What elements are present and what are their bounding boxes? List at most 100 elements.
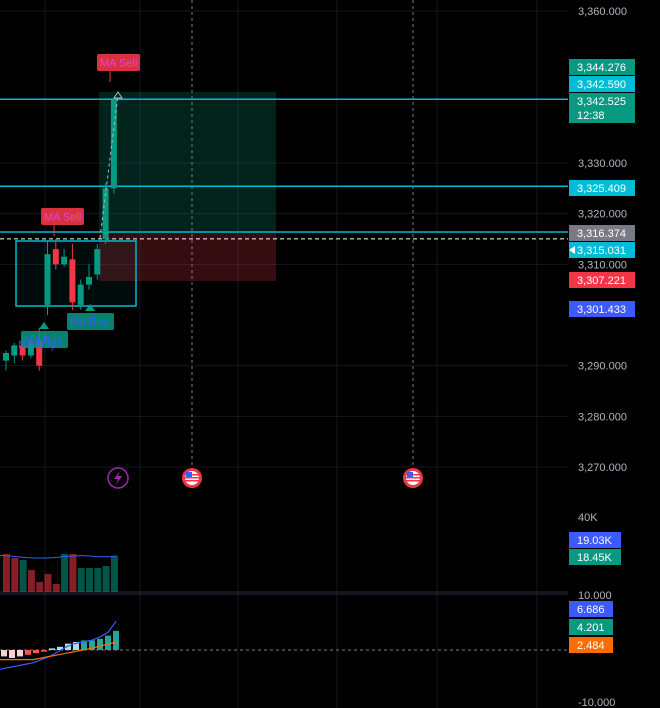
badge-bg xyxy=(569,180,635,196)
badge-label: 3,325.409 xyxy=(577,183,626,195)
candle-0 xyxy=(3,350,9,371)
badge-bg xyxy=(569,301,635,317)
candle-body xyxy=(94,249,101,275)
candles xyxy=(3,97,117,371)
candle-body xyxy=(19,345,26,356)
flag-canton xyxy=(186,472,192,477)
macd-hist-10 xyxy=(81,640,87,650)
macd-tick-top: 10.000 xyxy=(578,590,612,602)
candle-body xyxy=(11,345,18,356)
position-zones xyxy=(15,92,276,307)
volume-badge-0: 19.03K xyxy=(569,532,621,548)
candle-body xyxy=(102,188,109,239)
signal-label: MA Buy xyxy=(24,335,62,347)
badge-label: 6.686 xyxy=(577,604,605,616)
volume-bar-0 xyxy=(3,554,10,592)
price-badge-0: 3,344.276 xyxy=(569,59,635,75)
flag-stripe xyxy=(185,477,199,479)
badge-bg xyxy=(569,225,635,241)
badge-label: 3,342.590 xyxy=(577,79,626,91)
badge-label: 2.484 xyxy=(577,640,605,652)
badge-bg xyxy=(569,637,613,653)
volume-bar-10 xyxy=(86,568,93,592)
lightning-icon xyxy=(107,467,129,489)
volume-bar-6 xyxy=(52,584,60,592)
price-tick-6: 3,270.000 xyxy=(578,462,627,474)
badge-bg xyxy=(569,272,635,288)
volume-bar-7 xyxy=(61,554,69,592)
macd-hist-11 xyxy=(89,640,95,650)
flag-stripe xyxy=(406,477,420,479)
candle-body xyxy=(86,277,92,285)
flag-stripe xyxy=(185,480,199,482)
signal-arrow xyxy=(39,322,49,329)
volume-bar-2 xyxy=(19,560,27,592)
range-box xyxy=(15,240,137,307)
badge-label: 3,301.433 xyxy=(577,304,626,316)
flag-stripe xyxy=(406,480,420,482)
badge-label: 3,342.525 xyxy=(577,96,626,108)
signal-label: MA Buy xyxy=(18,339,56,351)
horizontal-lines xyxy=(0,98,568,240)
signal-marker xyxy=(113,91,123,99)
badge-bg xyxy=(569,59,635,75)
candle-body xyxy=(69,259,76,303)
badge-bg xyxy=(569,532,621,548)
macd-hist-12 xyxy=(97,638,103,650)
badge-label: 3,307.221 xyxy=(577,275,626,287)
macd-badge-2: 2.484 xyxy=(569,637,613,653)
buy-signal-3: MA Buy xyxy=(21,322,68,348)
candle-body xyxy=(61,256,68,265)
candle-9 xyxy=(77,279,84,310)
price-axis[interactable]: 3,360.000 3,330.000 3,320.000 3,310.000 3,29… xyxy=(569,6,635,708)
candle-6 xyxy=(52,239,59,270)
volume-bar-9 xyxy=(77,568,85,592)
price-tick-0: 3,360.000 xyxy=(578,6,627,18)
candle-body xyxy=(36,340,43,366)
event-markers[interactable] xyxy=(107,0,423,489)
signal-bg xyxy=(67,313,114,330)
sell-signal-1: MA Sell xyxy=(41,208,84,236)
badge-sublabel: 12:38 xyxy=(577,110,605,122)
macd-hist-14 xyxy=(113,630,119,650)
volume-bar-11 xyxy=(94,568,102,592)
macd-badge-1: 4.201 xyxy=(569,619,613,635)
profit-zone xyxy=(99,92,276,234)
macd-hist-3 xyxy=(25,650,31,655)
signal-bg xyxy=(41,208,84,225)
price-tick-1: 3,330.000 xyxy=(578,158,627,170)
volume-bar-1 xyxy=(11,558,19,592)
volume-tick: 40K xyxy=(578,512,598,524)
grid xyxy=(0,0,568,708)
macd-hist-13 xyxy=(105,635,111,650)
signal-label: MA Sell xyxy=(100,58,137,70)
price-badge-5: 3,315.031 xyxy=(569,242,635,258)
current-price-arrow xyxy=(569,246,575,254)
macd-badge-0: 6.686 xyxy=(569,601,613,617)
badge-bg xyxy=(569,619,613,635)
badge-label: 19.03K xyxy=(577,535,613,547)
macd-hist-2 xyxy=(17,650,23,657)
badge-bg xyxy=(569,93,635,123)
candle-body xyxy=(44,254,51,305)
price-badge-7: 3,301.433 xyxy=(569,301,635,317)
macd-hist-1 xyxy=(9,650,15,658)
signal-connector xyxy=(99,94,119,239)
buy-signal-2: MA Buy xyxy=(67,304,114,330)
volume-bar-3 xyxy=(27,570,35,592)
macd-hist-9 xyxy=(73,642,79,650)
badge-label: 3,316.374 xyxy=(577,228,626,240)
sell-signal-0: MA Sell xyxy=(97,54,140,82)
candle-body xyxy=(3,353,9,361)
volume-bar-8 xyxy=(69,554,77,592)
macd-tick-bottom: -10.000 xyxy=(578,697,615,708)
candle-5 xyxy=(44,241,51,315)
flag-canton xyxy=(407,472,413,477)
price-badge-4: 3,316.374 xyxy=(569,225,635,241)
us-flag-icon-1 xyxy=(403,468,423,488)
volume-badge-1: 18.45K xyxy=(569,549,621,565)
price-badge-2: 3,342.525 12:38 xyxy=(569,93,635,123)
candle-body xyxy=(110,99,117,189)
